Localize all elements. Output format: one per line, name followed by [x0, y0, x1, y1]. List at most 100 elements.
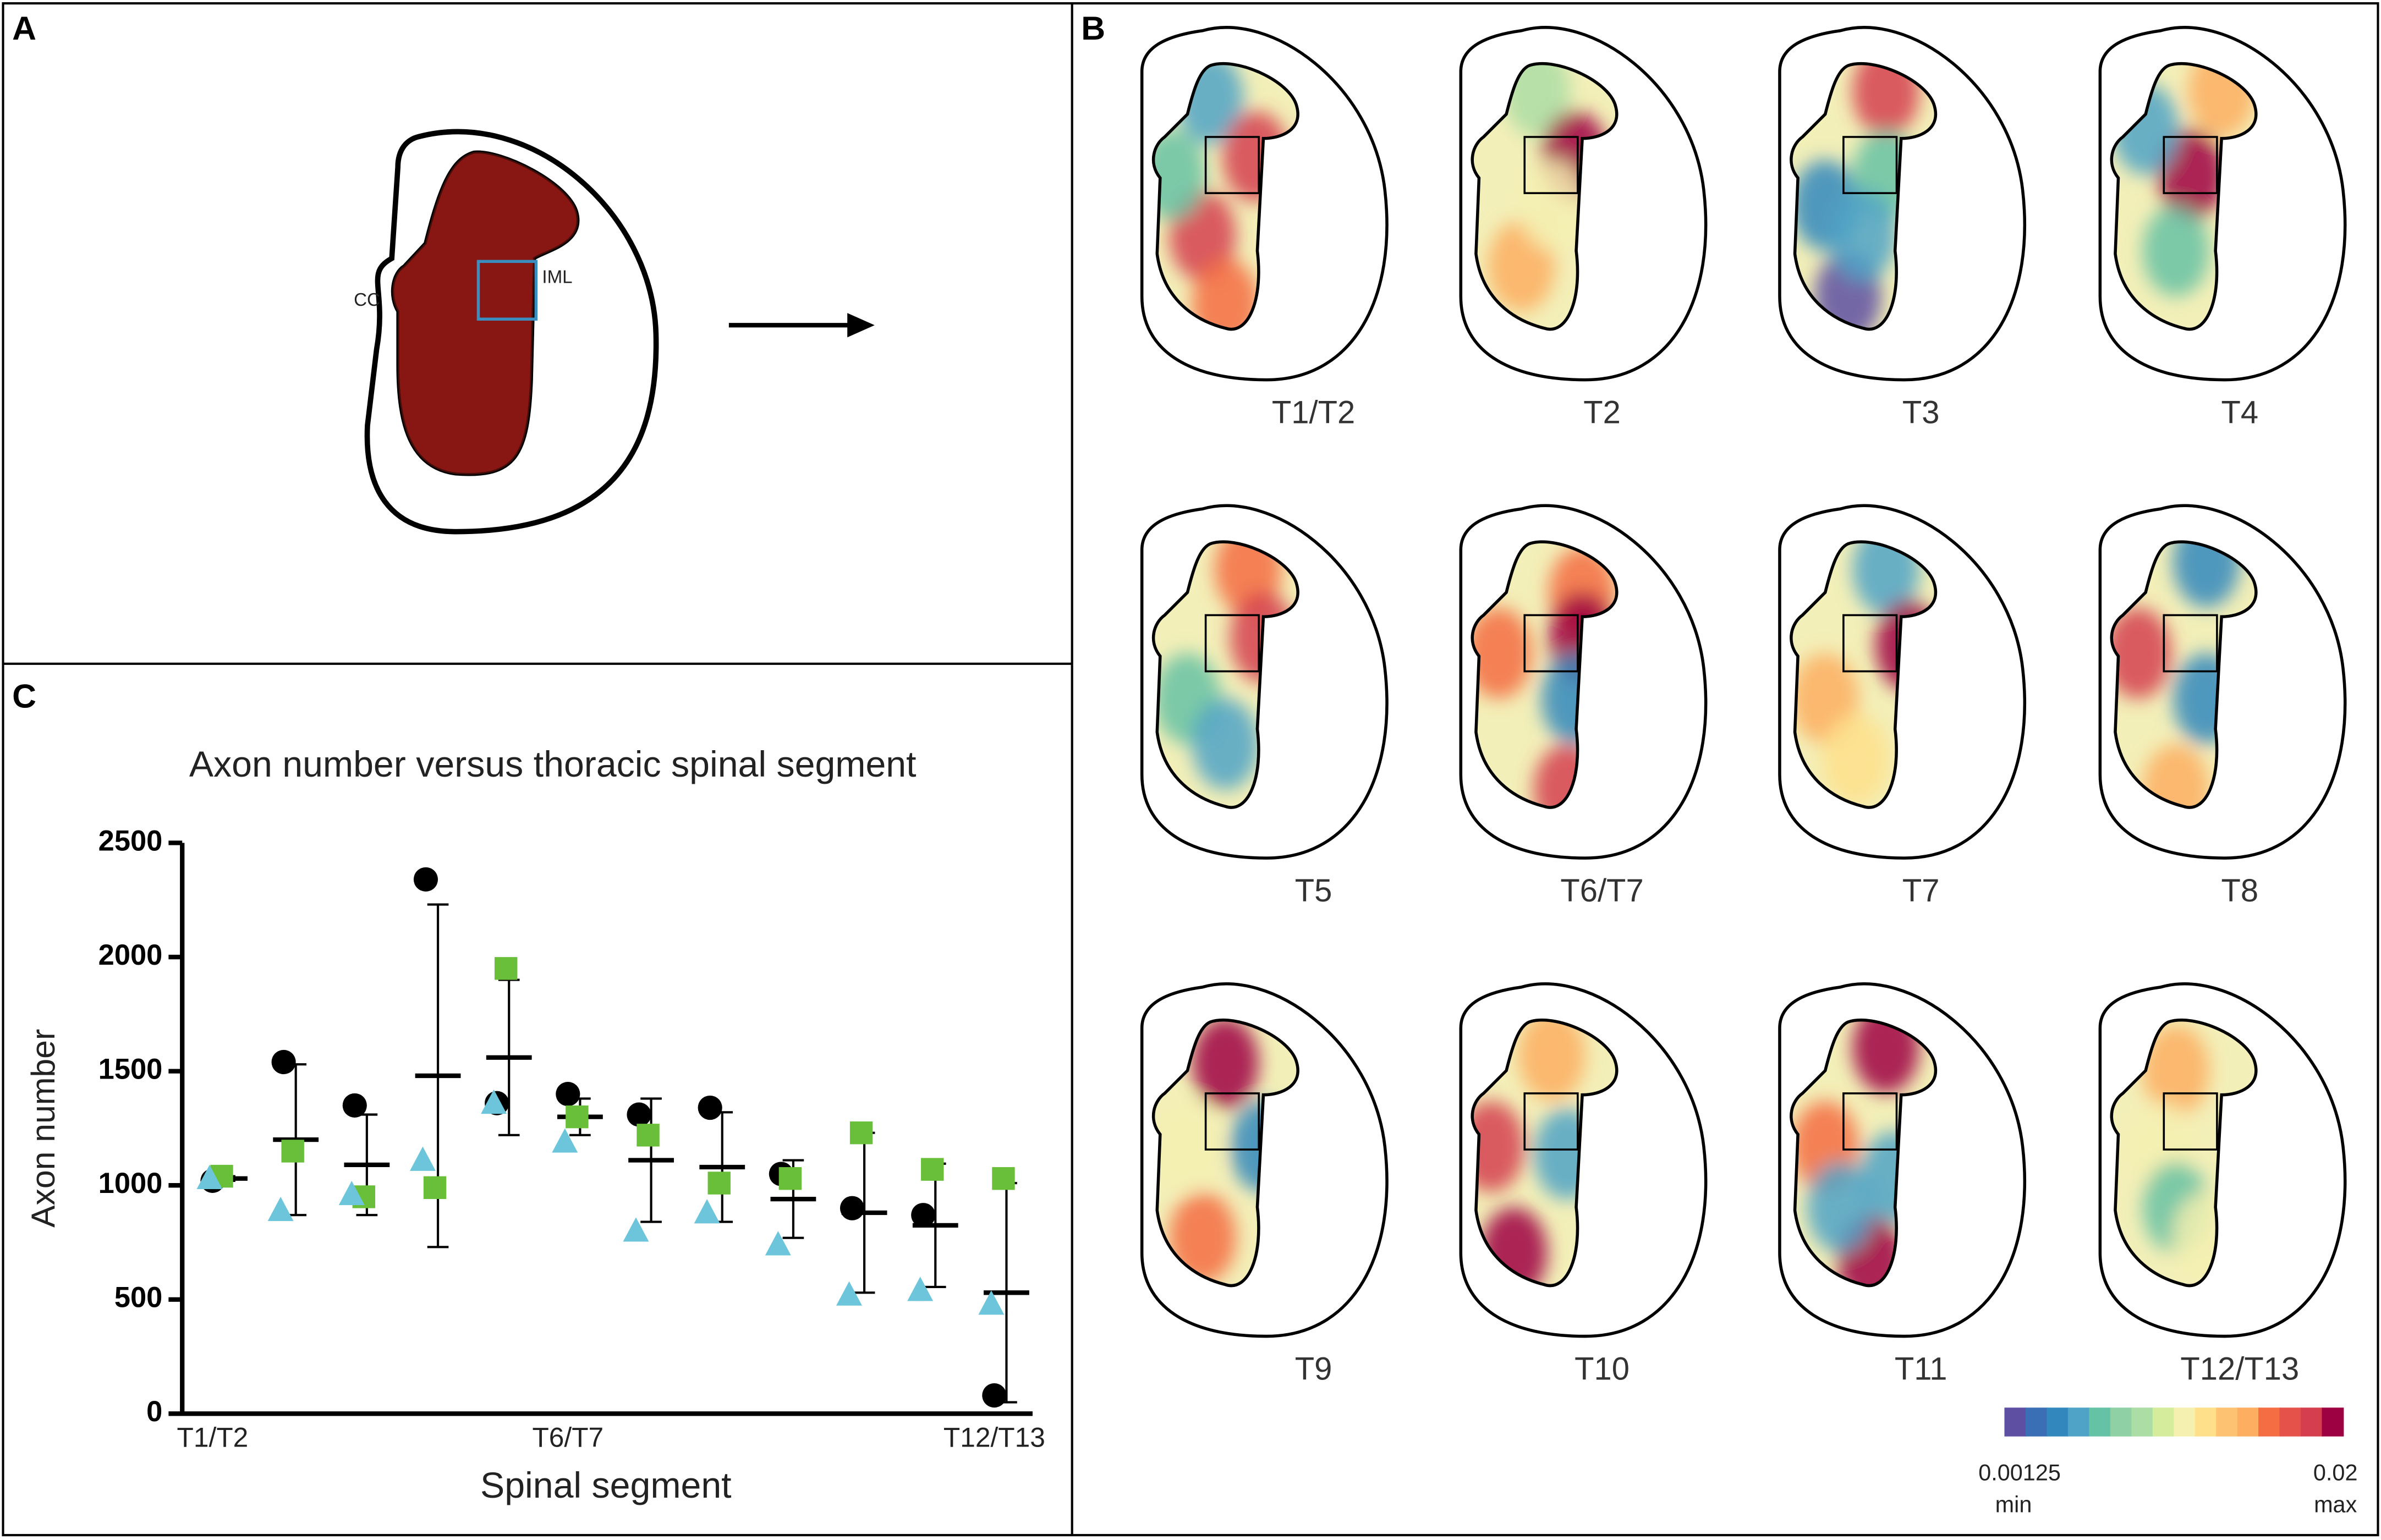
data-point	[271, 1049, 296, 1075]
iml-box	[1523, 614, 1579, 673]
colorbar-label: max	[2314, 1492, 2357, 1517]
density-blob	[1875, 600, 1936, 691]
colorbar-step	[2301, 1407, 2323, 1437]
y-tick-label: 2000	[98, 939, 163, 971]
x-axis-label: Spinal segment	[480, 1465, 732, 1506]
iml-box	[1523, 1092, 1579, 1151]
density	[1153, 542, 1298, 808]
iml-box	[2163, 1092, 2218, 1151]
iml-box	[1204, 614, 1260, 673]
density-blob	[1533, 744, 1601, 808]
density-blob	[1153, 129, 1206, 221]
density-blob	[1852, 63, 1919, 137]
density-blob	[1192, 1020, 1259, 1109]
section-label: T5	[1295, 873, 1332, 909]
data-point	[907, 1277, 934, 1301]
colorbar-step	[2258, 1407, 2280, 1437]
data-point	[992, 1167, 1015, 1190]
density	[2111, 1020, 2256, 1286]
density	[1472, 63, 1617, 329]
iml-box	[1204, 1092, 1260, 1151]
density-blob	[1518, 1020, 1585, 1101]
data-point	[921, 1158, 944, 1181]
section-label: T2	[1583, 395, 1621, 430]
data-point	[637, 1124, 660, 1147]
y-tick-label: 0	[146, 1396, 162, 1428]
section-label: T7	[1902, 873, 1940, 909]
data-point	[911, 1203, 936, 1228]
colorbar-step	[2279, 1407, 2302, 1437]
section-label: T1/T2	[1272, 395, 1355, 430]
heatmap	[2100, 980, 2345, 1336]
density	[1791, 1020, 1936, 1286]
section-label: T11	[1895, 1351, 1947, 1387]
section-label: T12/T13	[2180, 1351, 2299, 1387]
section-label: T6/T7	[1560, 873, 1643, 909]
density-blob	[2142, 205, 2210, 296]
colorbar-step	[2174, 1407, 2196, 1437]
colorbar-step	[2322, 1407, 2344, 1437]
density	[1791, 63, 1936, 329]
data-point	[556, 1082, 580, 1107]
data-point	[836, 1281, 862, 1306]
panel-label: C	[12, 677, 36, 714]
heatmap	[2100, 501, 2345, 858]
iml-box	[2163, 136, 2218, 194]
colorbar-step	[2067, 1407, 2090, 1437]
colorbar-step	[2195, 1407, 2217, 1437]
density-blob	[1822, 713, 1889, 805]
density-blob	[2172, 542, 2240, 608]
heatmap	[1780, 23, 2025, 380]
density-blob	[2172, 1192, 2240, 1283]
density-blob	[1154, 1101, 1221, 1192]
iml-box	[1842, 136, 1898, 194]
colorbar-step	[2216, 1407, 2239, 1437]
data-point	[413, 867, 438, 892]
region-label: CC	[354, 290, 380, 310]
data-point	[338, 1180, 365, 1206]
colorbar-step	[2152, 1407, 2175, 1437]
density	[1472, 1020, 1617, 1286]
colorbar-label: 0.02	[2313, 1460, 2358, 1486]
data-point	[267, 1197, 294, 1222]
data-point	[423, 1176, 447, 1200]
colorbar-step	[2237, 1407, 2259, 1437]
data-point	[982, 1383, 1007, 1408]
section-label: T3	[1902, 395, 1940, 430]
colorbar-step	[2131, 1407, 2154, 1437]
colorbar-step	[2089, 1407, 2111, 1437]
y-tick-label: 1000	[98, 1168, 163, 1200]
colorbar-step	[2110, 1407, 2132, 1437]
iml-box	[1523, 136, 1579, 194]
data-point	[281, 1140, 304, 1163]
data-point	[494, 957, 518, 980]
heatmap	[1142, 980, 1387, 1336]
heatmap	[1780, 501, 2025, 858]
section-label: T8	[2221, 873, 2258, 909]
density-blob	[1830, 190, 1897, 282]
data-point	[623, 1217, 649, 1242]
density-blob	[1169, 1192, 1236, 1283]
x-tick-label: T12/T13	[943, 1422, 1045, 1453]
density-blob	[2172, 653, 2240, 745]
density-blob	[2112, 84, 2179, 175]
panel-label: B	[1081, 9, 1105, 47]
section-label: T10	[1574, 1351, 1630, 1387]
iml-box	[1842, 1092, 1898, 1151]
chart: Axon number versus thoracic spinal segme…	[24, 744, 1045, 1506]
density-blob	[1192, 698, 1259, 790]
density	[1153, 1020, 1298, 1286]
heatmap	[2100, 23, 2345, 380]
density-blob	[2142, 744, 2210, 808]
density	[2111, 63, 2256, 329]
data-point	[978, 1290, 1005, 1315]
density-blobs	[2112, 63, 2255, 296]
data-point	[481, 1089, 507, 1114]
data-point	[552, 1128, 578, 1153]
section-label: T4	[2221, 395, 2258, 430]
chart-title: Axon number versus thoracic spinal segme…	[189, 744, 917, 785]
density	[1472, 542, 1617, 808]
data-point	[409, 1146, 436, 1171]
